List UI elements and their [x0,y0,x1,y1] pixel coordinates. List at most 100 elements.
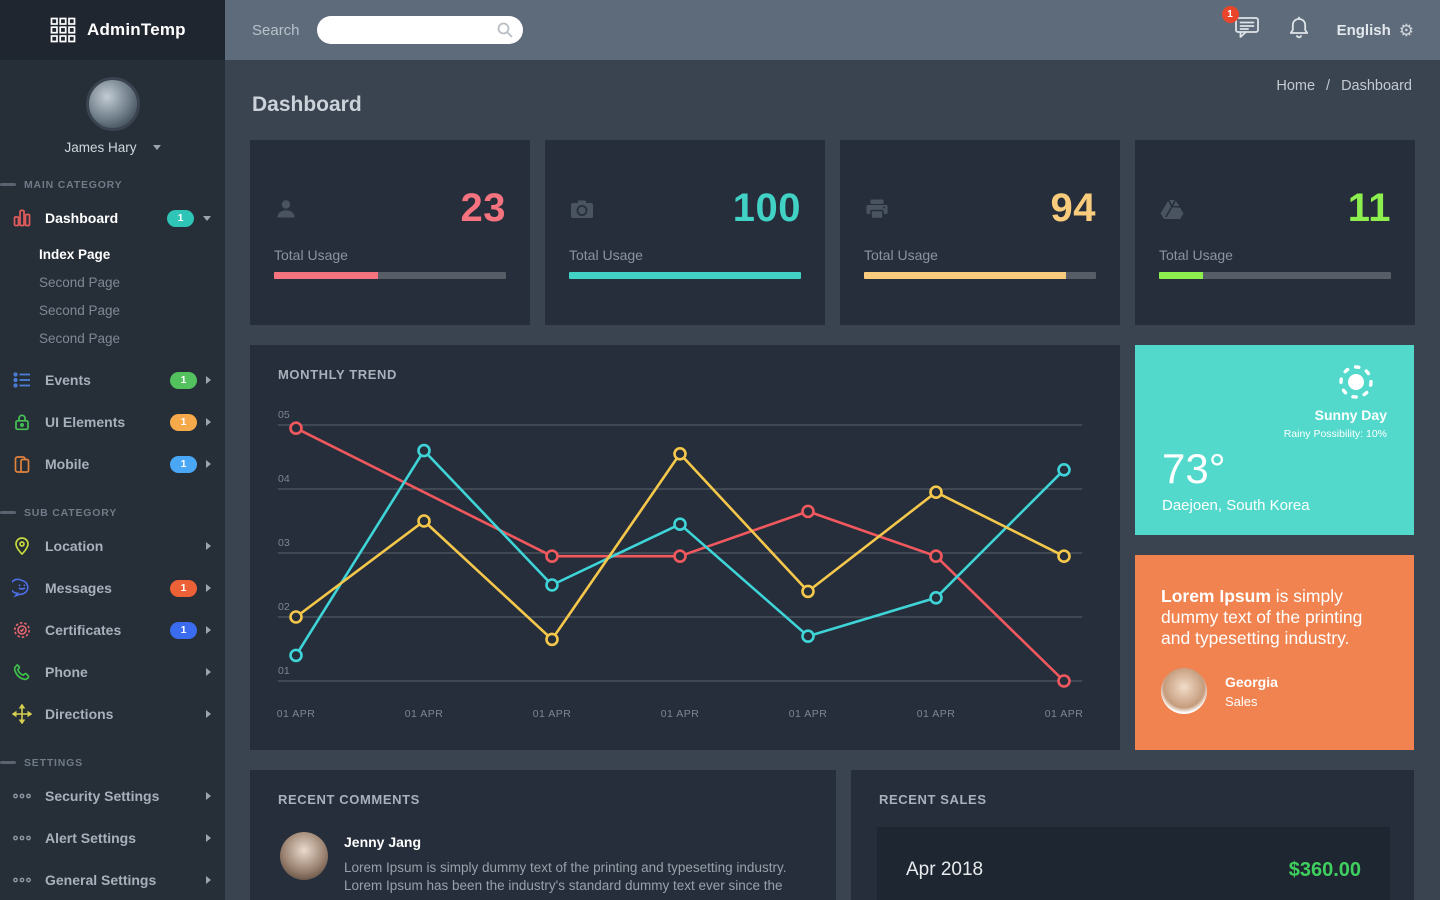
sidebar-item-mobile[interactable]: Mobile 1 [0,443,225,485]
stat-card-photos: 100 Total Usage [545,140,825,325]
badge: 1 [170,455,197,473]
sidebar-item-events[interactable]: Events 1 [0,359,225,401]
sidebar-item-dashboard[interactable]: Dashboard 1 [0,197,225,239]
quote-card: Lorem Ipsum is simply dummy text of the … [1135,555,1414,750]
badge: 1 [167,209,194,227]
svg-text:01 APR: 01 APR [533,708,572,720]
stat-value: 94 [1050,186,1096,230]
sidebar-item-location[interactable]: Location [0,525,225,567]
dots-icon [13,877,31,883]
svg-text:04: 04 [278,473,290,485]
sidebar-item-label: UI Elements [45,414,126,430]
search-label: Search [252,21,300,39]
chevron-right-icon [206,542,211,550]
progress-fill [864,272,1066,279]
stat-value: 23 [460,186,506,230]
sidebar-item-label: Messages [45,580,112,596]
sidebar-item-messages[interactable]: Messages 1 [0,567,225,609]
weather-condition: Sunny Day [1314,407,1387,423]
dots-icon [13,835,31,841]
section-dash [0,183,16,186]
user-icon [277,199,295,217]
user-menu[interactable]: James Hary [64,140,161,155]
stat-value: 11 [1347,186,1391,230]
quote-text: Lorem Ipsum is simply dummy text of the … [1161,586,1363,648]
page-title: Dashboard [252,93,362,116]
sidebar-item-security-settings[interactable]: Security Settings [0,775,225,817]
section-dash [0,511,16,514]
sidebar-subitem-second-page[interactable]: Second Page [39,303,121,318]
quote-author: Georgia [1225,673,1278,690]
weather-location: Daejoen, South Korea [1162,497,1310,514]
progress-fill [274,272,379,279]
sun-icon [1339,365,1373,399]
section-main-category: MAIN CATEGORY [0,179,225,191]
stat-cards-row: 23 Total Usage 100 Total Usage [250,140,1415,325]
mobile-icon [14,456,30,473]
map-pin-icon [15,537,29,556]
recent-comments-title: RECENT COMMENTS [278,792,420,807]
breadcrumb-home[interactable]: Home [1276,78,1316,94]
chevron-right-icon [206,460,211,468]
sidebar-item-ui-elements[interactable]: UI Elements 1 [0,401,225,443]
section-sub-category: SUB CATEGORY [0,507,225,519]
section-dash [0,761,16,764]
chevron-right-icon [206,626,211,634]
sidebar-item-label: General Settings [45,872,157,888]
search-input[interactable] [316,16,523,44]
sidebar-item-label: Events [45,372,91,388]
chevron-right-icon [206,792,211,800]
drive-icon [1160,199,1184,219]
sidebar-subitem-second-page[interactable]: Second Page [39,275,121,290]
printer-icon [866,199,888,219]
avatar [280,832,328,880]
sidebar-item-label: Directions [45,706,114,722]
svg-text:01 APR: 01 APR [1045,708,1084,720]
svg-text:05: 05 [278,409,290,421]
section-settings: SETTINGS [0,757,225,769]
recent-sales-card: RECENT SALES Apr 2018 $360.00 [851,770,1414,900]
language-selector[interactable]: English ⚙ [1337,22,1414,39]
sidebar-subitem-second-page[interactable]: Second Page [39,331,121,346]
bell-icon [1289,16,1308,38]
stat-label: Total Usage [1159,247,1233,263]
svg-text:02: 02 [278,601,290,613]
breadcrumb-current[interactable]: Dashboard [1341,78,1412,94]
svg-text:01 APR: 01 APR [405,708,444,720]
stat-card-users: 23 Total Usage [250,140,530,325]
sidebar-item-label: Location [45,538,104,554]
sidebar: AdminTemp James Hary MAIN CATEGORY Dashb… [0,0,225,900]
move-arrows-icon [12,704,32,724]
quote-role: Sales [1225,693,1258,709]
stat-value: 100 [732,186,801,230]
dots-icon [13,793,31,799]
recent-sales-title: RECENT SALES [879,792,987,807]
user-avatar[interactable] [85,77,140,131]
main-content: Home / Dashboard Dashboard 23 Total Usag… [225,60,1440,900]
rosette-icon [14,622,30,638]
sidebar-item-phone[interactable]: Phone [0,651,225,693]
chat-icon [1234,17,1259,38]
sidebar-item-directions[interactable]: Directions [0,693,225,735]
dashboard-submenu: Index Page Second Page Second Page Secon… [0,239,225,359]
chevron-right-icon [206,418,211,426]
breadcrumb-separator: / [1326,78,1331,94]
messages-button[interactable]: 1 [1221,6,1261,45]
comment-item: Jenny Jang Lorem Ipsum is simply dummy t… [280,832,824,894]
avatar [1161,668,1207,714]
grid-logo-icon [50,17,76,43]
progress-fill [569,272,801,279]
brand-header[interactable]: AdminTemp [0,0,225,60]
stat-label: Total Usage [274,247,348,263]
sidebar-item-alert-settings[interactable]: Alert Settings [0,817,225,859]
chevron-down-icon [203,215,211,221]
notifications-button[interactable] [1288,16,1310,45]
sidebar-item-label: Alert Settings [45,830,137,846]
sidebar-subitem-index-page[interactable]: Index Page [39,247,111,262]
progress-bar [274,272,506,279]
sidebar-item-general-settings[interactable]: General Settings [0,859,225,900]
chevron-right-icon [206,710,211,718]
svg-text:03: 03 [278,537,290,549]
progress-bar [1159,272,1391,279]
sidebar-item-certificates[interactable]: Certificates 1 [0,609,225,651]
